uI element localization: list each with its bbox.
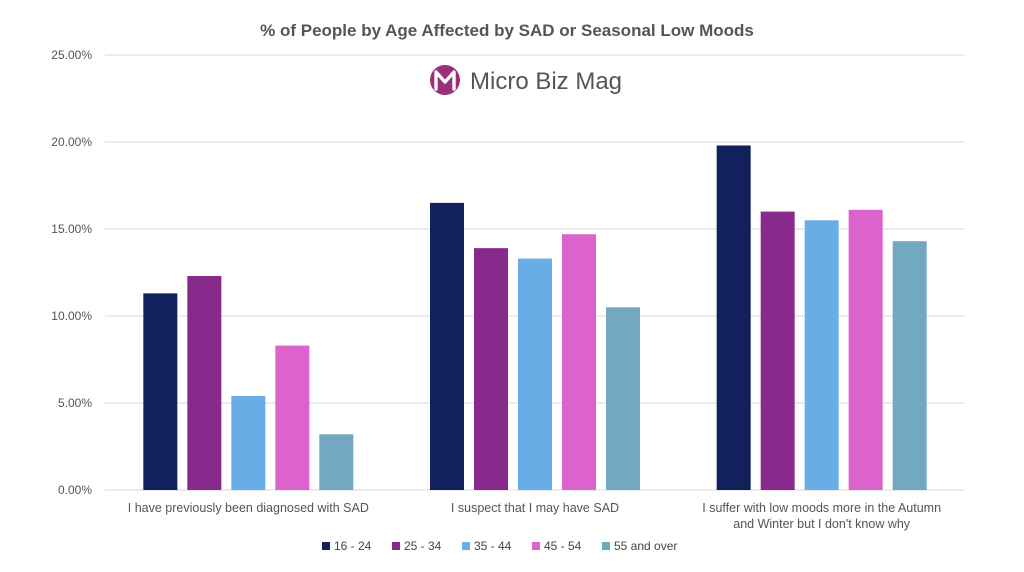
bar [430, 202, 464, 490]
bar [848, 209, 883, 491]
bar [143, 293, 178, 490]
bar [716, 145, 751, 491]
y-tick-label: 20.00% [51, 135, 92, 149]
y-tick-label: 5.00% [58, 396, 92, 410]
y-tick-label: 25.00% [51, 48, 92, 62]
legend-label: 45 - 54 [544, 539, 582, 553]
logo-mark-icon [430, 65, 460, 95]
bar [804, 220, 839, 491]
legend-label: 25 - 34 [404, 539, 442, 553]
x-category-label: I have previously been diagnosed with SA… [128, 501, 369, 515]
bar [474, 248, 508, 490]
y-axis-ticks: 0.00% 5.00% 10.00% 15.00% 20.00% 25.00% [51, 48, 92, 497]
y-tick-label: 15.00% [51, 222, 92, 236]
legend-label: 35 - 44 [474, 539, 512, 553]
bar [606, 307, 640, 490]
y-tick-label: 10.00% [51, 309, 92, 323]
bar [562, 234, 596, 490]
legend-swatch [462, 542, 470, 550]
logo: Micro Biz Mag [430, 65, 622, 95]
y-tick-label: 0.00% [58, 483, 92, 497]
legend-swatch [392, 542, 400, 550]
x-axis-categories: I have previously been diagnosed with SA… [128, 501, 941, 531]
legend-swatch [602, 542, 610, 550]
legend-label: 16 - 24 [334, 539, 372, 553]
bar [892, 241, 927, 490]
bar [231, 396, 266, 490]
legend: 16 - 24 25 - 34 35 - 44 45 - 54 55 and over [322, 539, 677, 553]
x-category-label: and Winter but I don't know why [733, 517, 911, 531]
logo-text: Micro Biz Mag [470, 68, 622, 95]
x-category-label: I suffer with low moods more in the Autu… [702, 501, 941, 515]
bar [319, 434, 354, 490]
x-category-label: I suspect that I may have SAD [451, 501, 619, 515]
legend-label: 55 and over [614, 539, 677, 553]
chart-title: % of People by Age Affected by SAD or Se… [260, 21, 754, 40]
bar [275, 345, 310, 490]
legend-swatch [532, 542, 540, 550]
legend-swatch [322, 542, 330, 550]
bar [187, 275, 222, 490]
bar [760, 211, 795, 490]
bars [143, 145, 927, 491]
bar [518, 258, 552, 490]
